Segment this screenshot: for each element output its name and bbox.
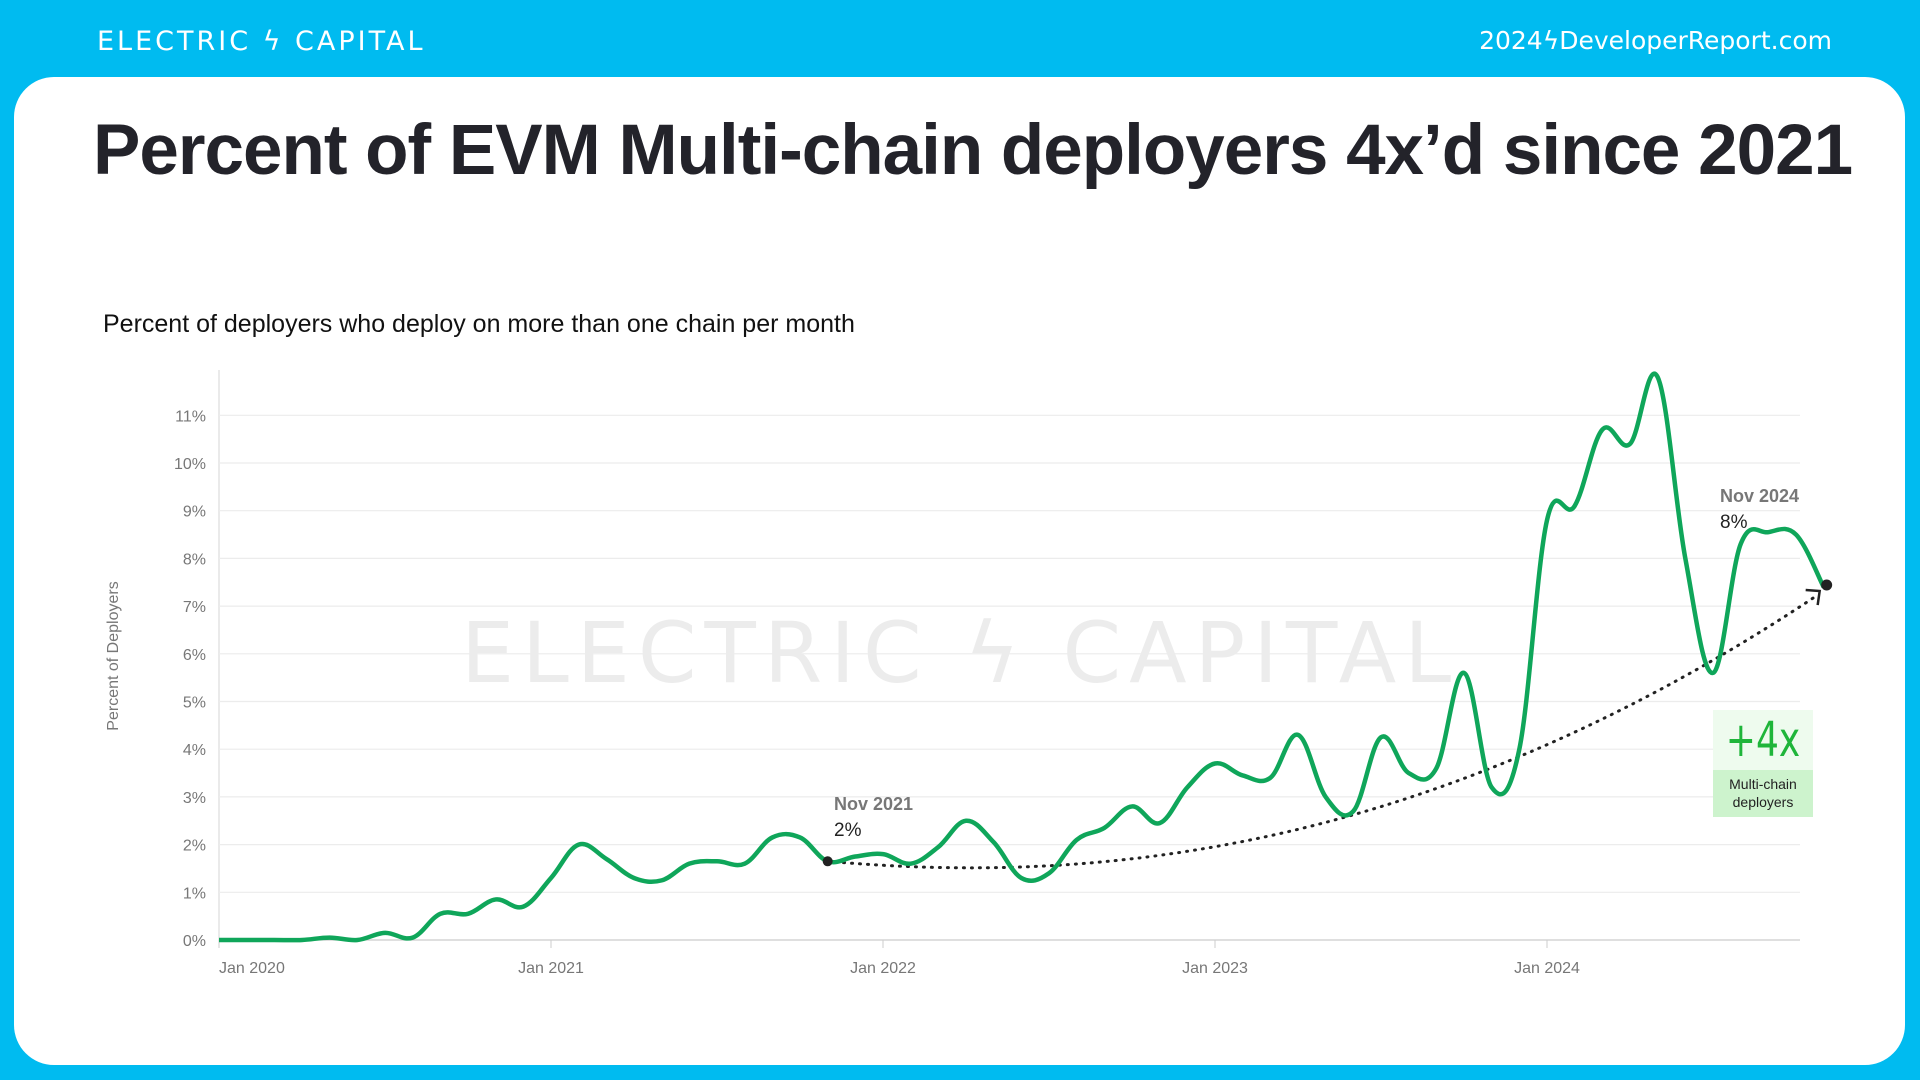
trend-line <box>826 593 1820 870</box>
growth-badge-label: Multi-chain deployers <box>1713 770 1813 817</box>
page-title: Percent of EVM Multi-chain deployers 4x’… <box>93 111 1853 190</box>
badge-label-line2: deployers <box>1732 794 1794 810</box>
y-tick-label: 1% <box>183 885 206 902</box>
y-tick-label: 2% <box>183 838 206 855</box>
marker-nov-2024 <box>1821 579 1833 591</box>
y-tick-label: 7% <box>183 599 206 616</box>
x-tick-label: Jan 2020 <box>219 960 285 977</box>
marker-nov-2021 <box>822 856 833 867</box>
trend-arrowhead-icon <box>1805 588 1822 606</box>
series-line-multichain <box>219 371 1826 943</box>
y-tick-label: 10% <box>174 456 206 473</box>
annotation-date-nov-2024: Nov 2024 <box>1720 486 1799 506</box>
x-tick-label: Jan 2023 <box>1182 960 1248 977</box>
x-tick-label: Jan 2022 <box>850 960 916 977</box>
y-tick-label: 5% <box>183 695 206 712</box>
annotation-value-nov-2024: 8% <box>1720 512 1748 533</box>
y-tick-label: 9% <box>183 504 206 521</box>
x-tick-label: Jan 2024 <box>1514 960 1580 977</box>
y-tick-label: 4% <box>183 742 206 759</box>
watermark: ELECTRIC ϟ CAPITAL <box>461 604 1459 702</box>
electric-capital-logo: ELECTRIC ϟ CAPITAL <box>97 26 426 57</box>
site-link[interactable]: 2024ϟDeveloperReport.com <box>1479 26 1832 55</box>
y-axis-label: Percent of Deployers <box>105 581 122 730</box>
y-tick-label: 3% <box>183 790 206 807</box>
y-tick-label: 6% <box>183 647 206 664</box>
annotation-value-nov-2021: 2% <box>834 820 862 841</box>
badge-label-line1: Multi-chain <box>1729 776 1797 792</box>
x-tick-label: Jan 2021 <box>518 960 584 977</box>
content-card <box>14 77 1905 1065</box>
annotation-date-nov-2021: Nov 2021 <box>834 794 913 814</box>
y-tick-label: 0% <box>183 933 206 950</box>
y-tick-label: 8% <box>183 551 206 568</box>
growth-badge-value: +4x <box>1725 712 1801 768</box>
chart-subtitle: Percent of deployers who deploy on more … <box>103 310 855 338</box>
y-tick-label: 11% <box>175 408 206 425</box>
growth-badge: +4x Multi-chain deployers <box>1713 710 1813 817</box>
